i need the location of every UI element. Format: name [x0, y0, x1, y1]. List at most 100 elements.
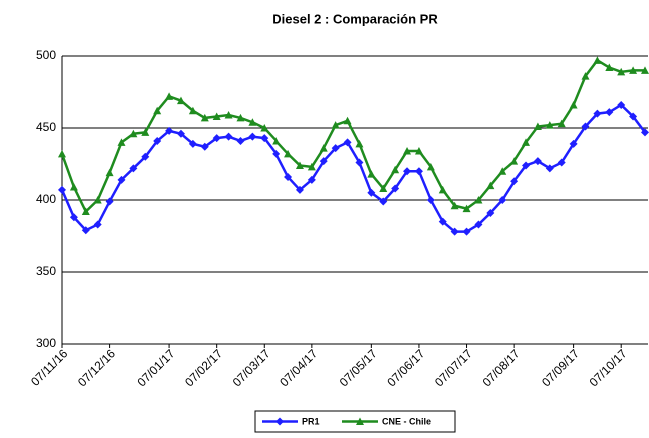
data-point	[426, 196, 435, 204]
data-point	[105, 168, 114, 177]
data-point	[581, 72, 590, 80]
data-point	[58, 149, 66, 158]
data-point	[545, 121, 554, 129]
data-point	[438, 217, 447, 226]
data-point	[272, 149, 281, 158]
data-point	[331, 144, 340, 153]
data-point	[462, 227, 471, 236]
data-point	[295, 161, 304, 169]
data-point	[236, 136, 245, 145]
data-point	[236, 113, 245, 122]
data-point	[276, 417, 284, 426]
data-point	[629, 112, 638, 121]
data-point	[498, 167, 507, 175]
data-point	[641, 128, 649, 137]
data-point	[224, 132, 233, 141]
data-point	[212, 134, 221, 143]
data-point	[165, 126, 174, 135]
data-point	[260, 124, 269, 132]
data-point	[153, 106, 162, 115]
data-point	[593, 56, 602, 64]
data-point	[224, 111, 233, 119]
data-point	[331, 121, 340, 129]
x-tick-label: 07/09/17	[539, 346, 582, 389]
data-point	[188, 139, 197, 148]
data-point	[641, 66, 649, 74]
data-point	[153, 136, 162, 145]
data-point	[69, 183, 78, 191]
data-point	[617, 67, 626, 76]
data-point	[379, 197, 388, 206]
y-tick-label: 500	[36, 48, 56, 62]
data-point	[450, 227, 459, 236]
x-tick-label: 07/12/16	[75, 346, 118, 389]
x-tick-label: 07/08/17	[480, 346, 523, 389]
data-point	[367, 188, 376, 197]
series-line	[60, 58, 645, 214]
data-point	[426, 162, 435, 171]
data-point	[176, 96, 185, 105]
data-point	[450, 201, 459, 210]
data-point	[510, 157, 519, 165]
data-point	[248, 118, 257, 126]
data-point	[569, 139, 578, 148]
data-point	[474, 196, 483, 204]
data-point	[105, 197, 114, 206]
data-point	[486, 181, 495, 190]
x-tick-label: 07/07/17	[432, 346, 475, 389]
data-point	[629, 66, 638, 74]
x-tick-label: 07/02/17	[182, 346, 225, 389]
data-point	[58, 185, 66, 194]
x-tick-label: 07/06/17	[384, 346, 427, 389]
data-point	[307, 175, 316, 184]
data-point	[533, 122, 542, 131]
y-tick-label: 400	[36, 192, 56, 206]
data-point	[307, 162, 316, 171]
data-point	[379, 184, 388, 192]
data-point	[141, 152, 150, 161]
data-point	[319, 144, 328, 152]
data-point	[569, 100, 578, 109]
data-point	[391, 184, 400, 193]
data-point	[93, 196, 102, 204]
data-point	[284, 172, 293, 181]
data-point	[343, 138, 352, 147]
data-point	[248, 132, 257, 141]
x-tick-label: 07/11/16	[28, 346, 71, 389]
data-point	[260, 134, 269, 143]
y-tick-label: 450	[36, 120, 56, 134]
data-point	[533, 157, 542, 166]
data-point	[593, 109, 602, 118]
y-tick-label: 300	[36, 336, 56, 350]
data-point	[81, 226, 90, 235]
data-point	[462, 204, 471, 213]
data-point	[129, 164, 138, 173]
data-point	[176, 129, 185, 138]
data-point	[581, 122, 590, 131]
data-point	[438, 185, 447, 194]
data-point	[117, 138, 126, 146]
data-point	[200, 142, 209, 151]
chart-title: Diesel 2 : Comparación PR	[272, 11, 438, 26]
data-point	[403, 167, 412, 176]
data-point	[141, 128, 150, 136]
x-tick-label: 07/01/17	[135, 346, 178, 389]
data-point	[545, 164, 554, 173]
data-point	[522, 161, 531, 170]
data-point	[319, 157, 328, 166]
x-tick-label: 07/03/17	[230, 346, 273, 389]
data-point	[367, 170, 376, 178]
data-point	[343, 116, 352, 125]
data-point	[272, 136, 281, 145]
data-point	[498, 196, 507, 204]
legend-label: PR1	[302, 416, 320, 426]
x-tick-label: 07/04/17	[277, 346, 320, 389]
data-point	[69, 213, 78, 222]
data-point	[403, 147, 412, 155]
data-point	[355, 139, 364, 148]
data-point	[81, 207, 90, 216]
data-point	[188, 106, 197, 115]
data-point	[200, 113, 209, 122]
data-point	[356, 417, 364, 425]
